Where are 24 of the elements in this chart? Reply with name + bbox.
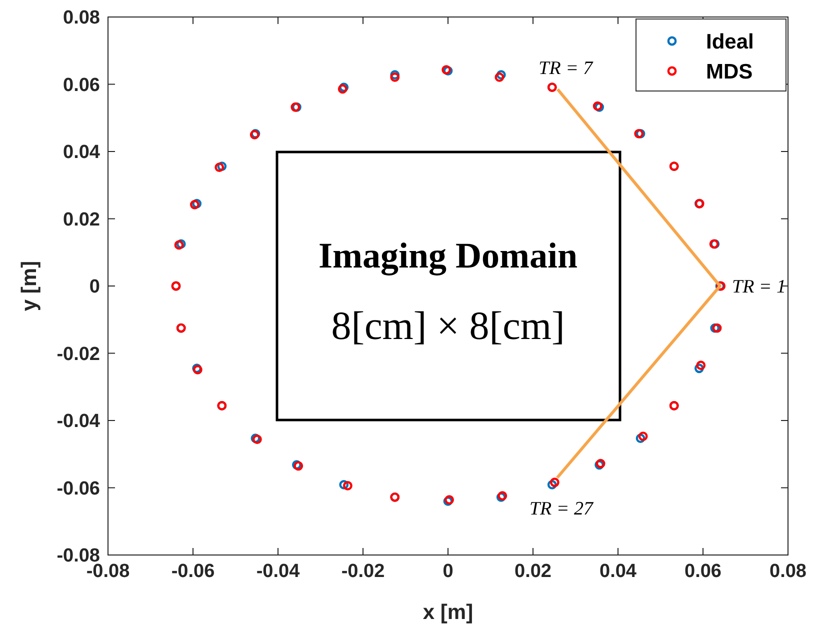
y-axis-title: y [m] bbox=[18, 260, 41, 312]
annotation: Imaging Domain bbox=[318, 236, 578, 276]
x-tick-label: 0.04 bbox=[600, 561, 637, 582]
x-axis-title: x [m] bbox=[422, 601, 474, 624]
y-tick-label: 0.02 bbox=[63, 209, 100, 230]
x-tick-label: 0.02 bbox=[514, 561, 552, 582]
y-tick-label: -0.06 bbox=[56, 478, 100, 500]
x-tick-label: 0 bbox=[442, 561, 454, 582]
y-tick-label: 0.08 bbox=[63, 8, 100, 29]
x-tick-label: -0.06 bbox=[171, 561, 215, 582]
y-tick-label: -0.02 bbox=[56, 344, 100, 365]
y-tick-label: 0 bbox=[89, 276, 100, 298]
legend-label: Ideal bbox=[706, 30, 754, 54]
x-tick-label: 0.06 bbox=[684, 561, 722, 582]
y-tick-label: 0.04 bbox=[63, 142, 100, 164]
y-tick-label: 0.06 bbox=[63, 74, 100, 96]
x-tick-label: -0.02 bbox=[341, 561, 385, 582]
x-tick-label: 0.08 bbox=[770, 561, 806, 582]
y-tick-label: -0.04 bbox=[56, 411, 100, 432]
legend-label: MDS bbox=[706, 60, 753, 84]
annotation: TR = 7 bbox=[538, 58, 594, 79]
x-tick-label: -0.04 bbox=[256, 561, 300, 582]
annotation: 8[cm] × 8[cm] bbox=[331, 303, 565, 348]
annotation: TR = 27 bbox=[529, 498, 594, 520]
